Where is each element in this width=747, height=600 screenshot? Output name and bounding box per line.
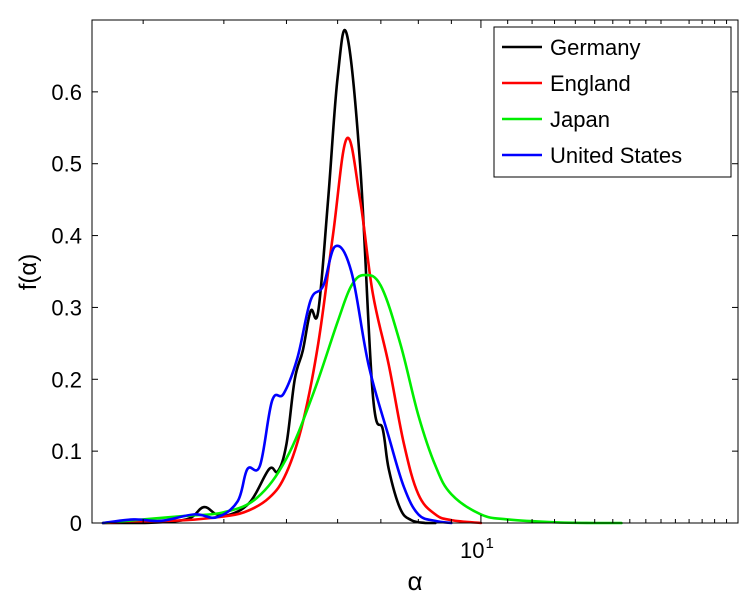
- y-tick-label: 0.6: [51, 80, 82, 105]
- y-tick-label: 0.4: [51, 224, 82, 249]
- y-tick-label: 0: [70, 511, 82, 536]
- series-line-united-states: [101, 244, 453, 525]
- axes-box: [91, 19, 739, 524]
- plot-area: [101, 28, 623, 525]
- legend-label: United States: [550, 143, 682, 168]
- legend-label: Germany: [550, 35, 640, 60]
- legend-box: [493, 26, 732, 178]
- legend-label: England: [550, 71, 631, 96]
- x-tick-label: 101: [460, 535, 494, 563]
- y-tick-label: 0.3: [51, 295, 82, 320]
- y-axis-label: f(α): [15, 254, 42, 291]
- axes: [91, 19, 739, 524]
- y-tick-label: 0.5: [51, 152, 82, 177]
- x-axis-ticks: 101: [142, 20, 739, 563]
- y-tick-label: 0.2: [51, 367, 82, 392]
- x-axis-label: α: [407, 566, 422, 596]
- y-tick-label: 0.1: [51, 439, 82, 464]
- y-axis-ticks: 0 0.1 0.2 0.3 0.4 0.5 0.6: [51, 80, 738, 536]
- legend: Germany England Japan United States: [493, 26, 732, 178]
- legend-label: Japan: [550, 107, 610, 132]
